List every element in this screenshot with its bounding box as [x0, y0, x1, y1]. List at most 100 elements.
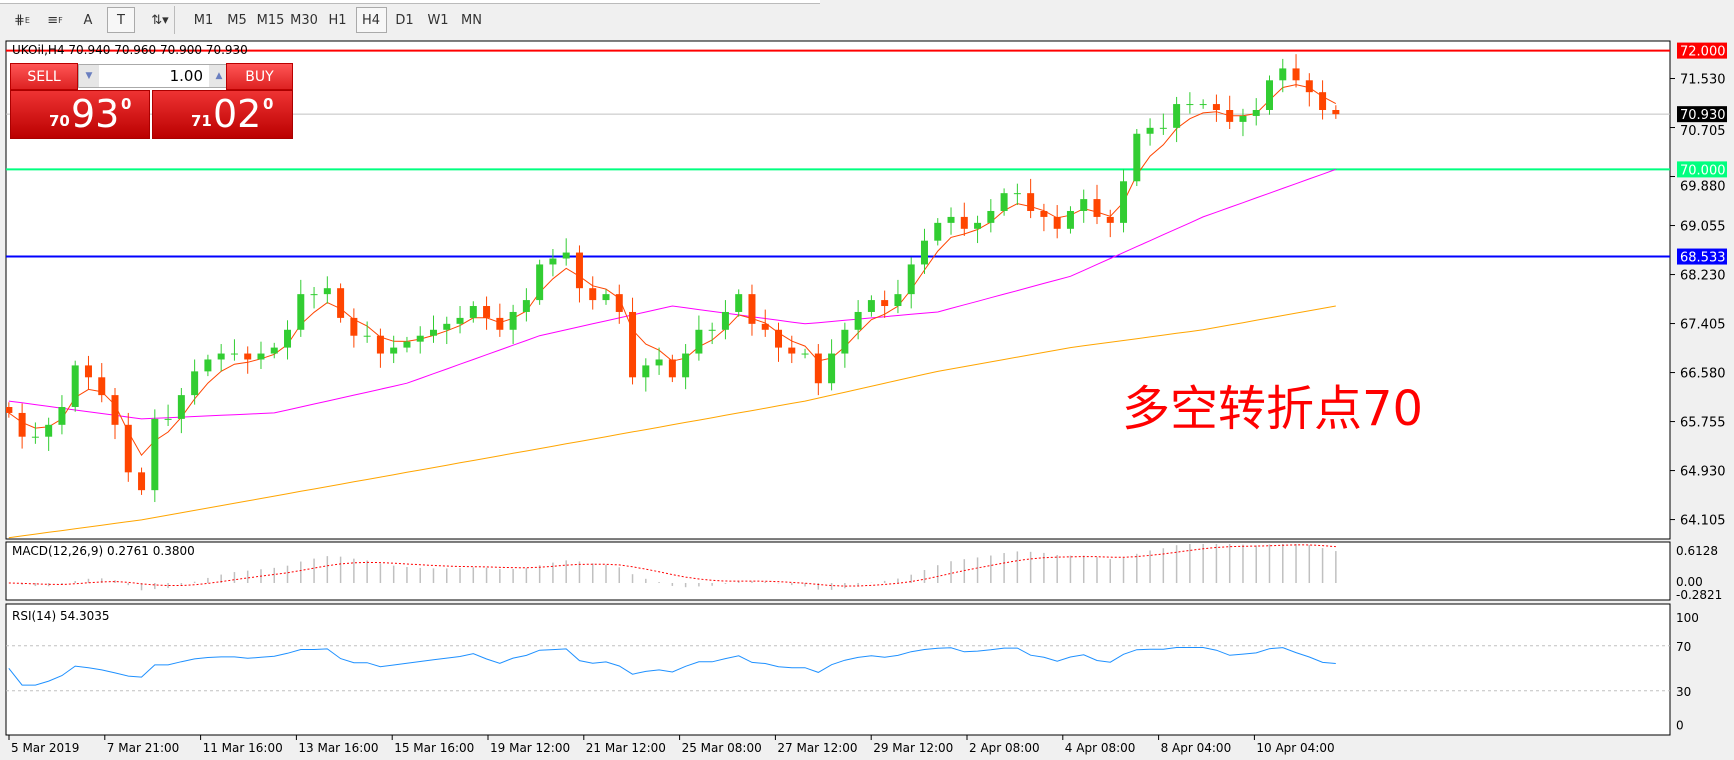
sell-price[interactable]: 70 93 0	[10, 90, 150, 139]
time-label: 13 Mar 16:00	[298, 741, 378, 755]
candle	[1013, 183, 1021, 206]
timeframe-mn[interactable]: MN	[461, 12, 482, 28]
buy-price-sup: 0	[263, 95, 274, 113]
lot-value: 1.00	[169, 67, 203, 85]
candle	[376, 328, 384, 368]
price-tick: 64.105	[1680, 514, 1726, 529]
macd-tick: 0.6128	[1676, 544, 1718, 558]
candle	[98, 363, 106, 403]
rsi-label: RSI(14) 54.3035	[12, 609, 110, 623]
toolbar-separator	[174, 6, 175, 34]
rsi-line	[8, 647, 1336, 686]
one-click-trading-panel: SELL ▼ 1.00 ▲ BUY 70 93 0 71 02 0	[10, 63, 293, 139]
candle	[350, 308, 358, 348]
rsi-tick: 100	[1676, 611, 1699, 625]
candle	[230, 339, 238, 361]
timeframe-m5[interactable]: M5	[227, 12, 247, 28]
candle	[1292, 54, 1300, 88]
candle	[775, 322, 783, 362]
lot-increase-icon[interactable]: ▲	[209, 65, 229, 87]
sell-button[interactable]: SELL	[10, 63, 78, 90]
timeframe-h4[interactable]: H4	[355, 7, 387, 33]
candle	[1159, 113, 1167, 135]
timeframe-m1[interactable]: M1	[193, 12, 214, 28]
timeframe-m30[interactable]: M30	[290, 12, 318, 28]
candle	[217, 344, 225, 372]
candle	[416, 326, 424, 354]
candle	[18, 403, 26, 449]
candle	[987, 199, 995, 233]
time-label: 7 Mar 21:00	[107, 741, 180, 755]
candle	[589, 276, 597, 310]
buy-price[interactable]: 71 02 0	[152, 90, 293, 139]
time-label: 25 Mar 08:00	[682, 741, 762, 755]
macd-tick: -0.2821	[1676, 588, 1722, 602]
price-tick: 66.580	[1680, 367, 1726, 382]
timeframe-m15[interactable]: M15	[256, 12, 285, 28]
candle	[1093, 184, 1101, 225]
price-label-bg	[1677, 161, 1727, 178]
price-tick: 65.755	[1680, 416, 1726, 431]
candle	[920, 228, 928, 274]
text-label-icon[interactable]: T	[107, 7, 135, 33]
timeframe-d1[interactable]: D1	[395, 12, 414, 28]
candle	[960, 202, 968, 236]
time-label: 29 Mar 12:00	[873, 741, 953, 755]
candle	[1027, 178, 1035, 219]
candle	[1000, 188, 1008, 216]
rsi-tick: 70	[1676, 640, 1691, 654]
timeframe-w1[interactable]: W1	[427, 12, 449, 28]
candle	[337, 283, 345, 323]
price-label-bg	[1677, 106, 1727, 123]
candle	[483, 296, 491, 330]
candle	[735, 289, 743, 317]
candle	[1066, 206, 1074, 234]
candle	[244, 346, 252, 374]
lot-size-input[interactable]: ▼ 1.00 ▲	[78, 64, 230, 88]
annotation-text: 多空转折点70	[1122, 381, 1423, 437]
candle	[58, 395, 66, 435]
time-label: 19 Mar 12:00	[490, 741, 570, 755]
candle	[1120, 169, 1128, 233]
candle	[748, 284, 756, 336]
fibonacci-icon[interactable]: ≡ F	[47, 12, 63, 28]
candle	[721, 300, 729, 340]
candle	[257, 341, 265, 369]
candle	[854, 300, 862, 340]
candle	[443, 316, 451, 345]
candle	[1186, 92, 1194, 114]
arrows-icon[interactable]: ⇅▾	[151, 12, 169, 28]
candle	[509, 304, 517, 345]
sell-price-sup: 0	[121, 95, 132, 113]
buy-button[interactable]: BUY	[226, 63, 293, 90]
lot-decrease-icon[interactable]: ▼	[79, 65, 99, 87]
candle	[575, 245, 583, 303]
timeframe-h1[interactable]: H1	[328, 12, 347, 28]
ma-mid-line	[8, 168, 1336, 420]
candle	[1053, 205, 1061, 239]
candle	[45, 417, 53, 451]
time-label: 11 Mar 16:00	[203, 741, 283, 755]
candle	[270, 342, 278, 359]
chart-header: UKOil,H4 70.940 70.960 70.900 70.930	[12, 43, 248, 57]
candle	[708, 322, 716, 345]
price-tick: 70.705	[1680, 124, 1726, 139]
candle	[1199, 99, 1207, 109]
time-label: 8 Apr 04:00	[1161, 741, 1232, 755]
ma-slow-line	[8, 305, 1336, 539]
candle	[1279, 58, 1287, 93]
time-label: 4 Apr 08:00	[1065, 741, 1136, 755]
candle	[31, 422, 39, 444]
candle	[522, 288, 530, 322]
candle	[456, 306, 464, 334]
price-label-bg	[1677, 42, 1727, 59]
elliott-wave-icon[interactable]: ⋕ E	[14, 12, 30, 28]
candle	[642, 358, 650, 392]
candle	[469, 301, 477, 323]
price-label: 70.930	[1680, 108, 1726, 123]
candle	[1040, 203, 1048, 232]
text-icon[interactable]: A	[83, 12, 93, 28]
candle	[947, 207, 955, 235]
candle	[655, 347, 663, 375]
candle	[204, 354, 212, 377]
